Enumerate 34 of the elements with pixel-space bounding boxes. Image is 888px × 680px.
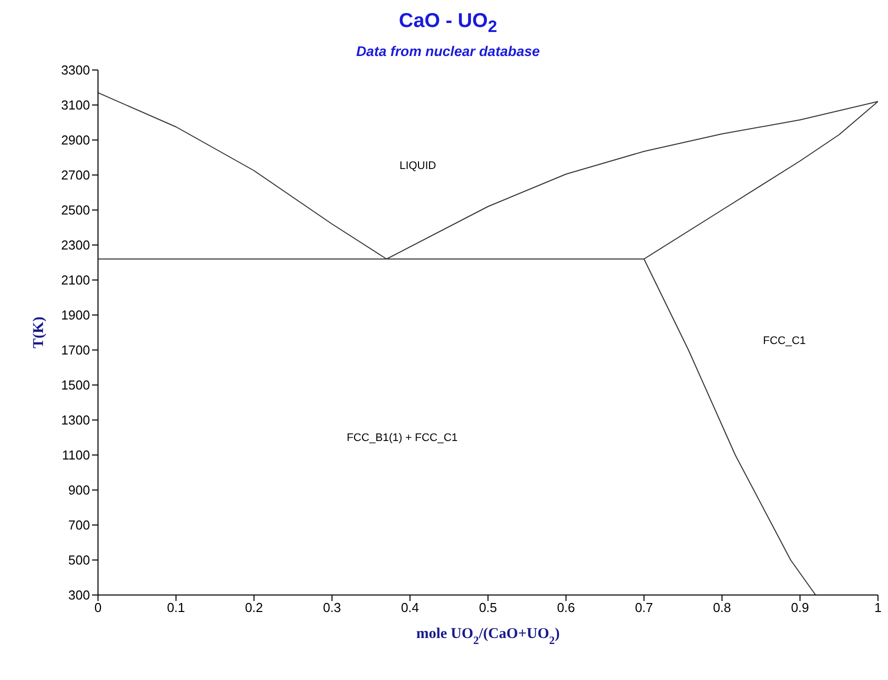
y-tick-label: 1500 [61,378,90,393]
annotation: FCC_B1(1) + FCC_C1 [346,432,458,444]
y-tick-label: 2500 [61,202,90,218]
x-tick-label: 0 [94,600,102,616]
x-tick-label: 0.3 [322,600,342,616]
y-tick-label: 900 [68,482,90,498]
annotation: LIQUID [399,160,436,172]
y-tick-label: 3300 [61,62,90,78]
y-tick-label: 700 [68,518,90,533]
x-tick-label: 0.8 [712,600,732,616]
x-tick-label: 0.6 [556,600,576,616]
y-tick-label: 500 [68,552,90,568]
y-tick-label: 1300 [61,412,90,428]
x-tick-label: 0.2 [244,600,264,616]
y-axis-title: T(K) [31,316,47,348]
x-axis-title: mole UO$_{2}$/(CaO+UO$_{2}$) [416,626,560,647]
x-tick-label: 0.1 [166,600,186,616]
x-tick-label: 1 [874,600,882,616]
x-tick-label: 0.5 [478,600,498,616]
annotation: FCC_C1 [762,335,806,348]
y-tick-label: 1700 [61,342,90,358]
x-tick-label: 0.9 [790,600,810,616]
chart-subtitle: Data from nuclear database [355,42,541,61]
y-tick-label: 2300 [61,238,90,253]
y-tick-label: 3100 [61,98,90,113]
y-tick-label: 300 [68,588,90,603]
chart-title: CaO - UO$_{2}$ [398,9,498,38]
y-tick-label: 1900 [61,308,90,323]
y-tick-label: 2100 [61,272,90,288]
y-tick-label: 2900 [61,132,90,148]
x-tick-label: 0.4 [400,600,420,616]
x-tick-label: 0.7 [634,600,654,616]
y-tick-label: 1100 [62,448,90,463]
y-tick-label: 2700 [61,168,90,183]
